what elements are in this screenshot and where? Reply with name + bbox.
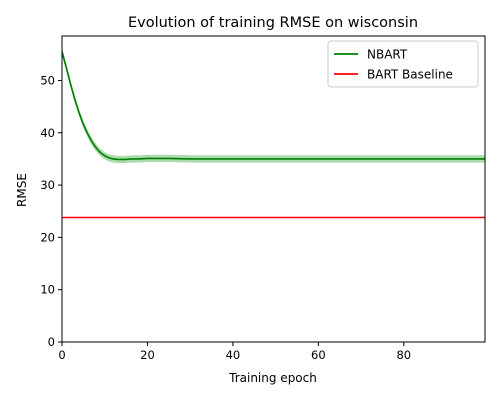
- legend-label: BART Baseline: [367, 68, 453, 82]
- y-tick-label: 10: [40, 283, 55, 297]
- x-tick-label: 20: [140, 348, 155, 362]
- legend-label: NBART: [367, 48, 408, 62]
- x-tick-label: 60: [311, 348, 326, 362]
- y-axis-label: RMSE: [15, 173, 29, 207]
- y-tick-label: 30: [40, 178, 55, 192]
- chart-title: Evolution of training RMSE on wisconsin: [128, 15, 418, 31]
- y-tick-label: 0: [48, 335, 55, 349]
- x-axis-label: Training epoch: [228, 371, 317, 385]
- legend: NBART BART Baseline: [327, 40, 479, 88]
- x-tick-label: 40: [226, 348, 241, 362]
- x-tick-label: 80: [396, 348, 411, 362]
- y-tick-label: 20: [40, 230, 55, 244]
- nbart-series-line: [62, 51, 485, 161]
- y-tick-label: 50: [40, 73, 55, 87]
- plot-area: 0 20 40 60 80 0 10 20 30 40 50: [40, 35, 486, 362]
- axes-frame: [61, 35, 486, 343]
- y-tick-label: 40: [40, 126, 55, 140]
- x-tick-label: 0: [58, 348, 65, 362]
- legend-box: [327, 40, 479, 88]
